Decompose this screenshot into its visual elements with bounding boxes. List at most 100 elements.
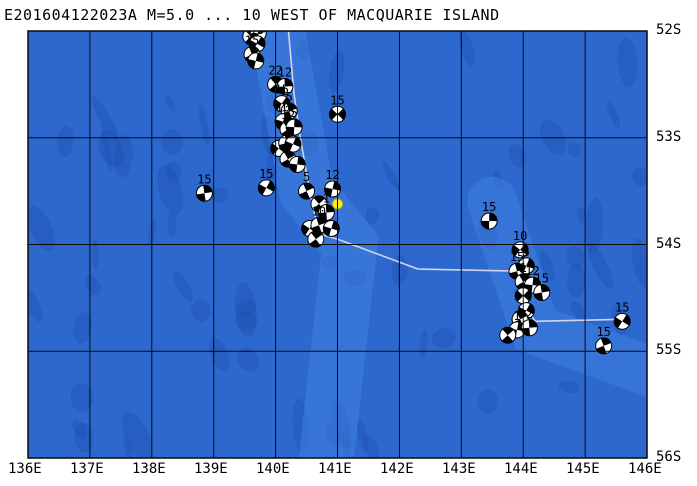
depth-label: 15 xyxy=(197,172,211,186)
seafloor-depression xyxy=(357,419,368,452)
focal-mechanism[interactable]: 12 xyxy=(523,264,542,294)
focal-mechanism[interactable]: 12 xyxy=(276,66,294,96)
seafloor-depression xyxy=(567,263,586,298)
seafloor-depression xyxy=(631,238,647,288)
lat-label: 54S xyxy=(656,236,682,252)
focal-mechanism[interactable]: 15 xyxy=(611,300,633,330)
lon-label: 141E xyxy=(318,461,352,477)
lon-label: 140E xyxy=(256,461,290,477)
focal-mechanism[interactable]: 15 xyxy=(533,272,551,302)
focal-mechanism[interactable]: 5 xyxy=(285,106,303,136)
depth-label: 10 xyxy=(513,229,527,243)
seafloor-depression xyxy=(198,104,210,145)
seafloor-depression xyxy=(28,206,55,252)
focal-mechanism[interactable] xyxy=(321,219,341,237)
seafloor-depression xyxy=(92,238,99,270)
depth-label: 12 xyxy=(278,66,292,80)
focal-mechanism[interactable] xyxy=(288,155,306,173)
seafloor-depression xyxy=(73,312,92,344)
depth-label: 2 xyxy=(526,307,533,321)
seafloor-depression xyxy=(160,129,184,155)
lon-label: 137E xyxy=(70,461,104,477)
focal-mechanism[interactable]: 5 xyxy=(298,170,316,202)
seafloor-depression xyxy=(74,422,93,453)
seafloor-depression xyxy=(419,329,428,358)
depth-label: 15 xyxy=(259,167,273,181)
depth-label: 15 xyxy=(482,200,496,214)
graticule xyxy=(28,31,647,458)
focal-mechanism[interactable]: 1 xyxy=(317,191,335,221)
seafloor-depression xyxy=(235,282,257,338)
seafloor-depression xyxy=(157,165,184,215)
depth-label: 5 xyxy=(286,90,293,104)
focal-mechanism[interactable]: 10 xyxy=(509,229,531,259)
depth-label: 12 xyxy=(525,264,539,278)
depth-label: 15 xyxy=(535,272,549,286)
focal-mechanism[interactable]: 15 xyxy=(255,167,277,197)
map-frame xyxy=(27,30,648,459)
lon-label: 138E xyxy=(132,461,166,477)
depth-label: 15 xyxy=(245,33,259,47)
seafloor-depression xyxy=(70,383,94,412)
seafloor-depression xyxy=(539,250,555,281)
seafloor-depression xyxy=(209,337,230,371)
focal-mechanism[interactable] xyxy=(282,135,303,153)
seafloor-depression xyxy=(363,435,379,458)
seafloor-depression xyxy=(576,207,587,224)
seafloor-depression xyxy=(570,300,585,322)
depth-label: 15 xyxy=(250,23,264,37)
seafloor-depression xyxy=(101,122,112,172)
seafloor-depression xyxy=(211,187,229,203)
depth-label: 10 xyxy=(312,204,326,218)
focal-mechanism[interactable] xyxy=(307,228,325,250)
seafloor-depression xyxy=(458,31,475,67)
seafloor-depression xyxy=(28,287,43,322)
focal-mechanism[interactable]: 5 xyxy=(516,245,537,275)
lon-label: 136E xyxy=(8,461,42,477)
lon-label: 145E xyxy=(566,461,600,477)
seafloor-depression xyxy=(567,142,581,157)
depth-label: 5 xyxy=(291,106,298,120)
seafloor-depression xyxy=(631,167,647,187)
seafloor-depression xyxy=(191,299,211,322)
seafloor-depression xyxy=(607,101,621,130)
seafloor-depression xyxy=(617,37,638,88)
seafloor-depression xyxy=(173,270,193,302)
depth-label: 10 xyxy=(276,101,290,115)
focal-mechanism[interactable] xyxy=(499,324,517,347)
seafloor-depression xyxy=(167,211,177,238)
seafloor-depression xyxy=(365,207,379,225)
seafloor-depression xyxy=(85,275,101,296)
seafloor-depression xyxy=(432,328,456,348)
seafloor-depression xyxy=(587,243,614,289)
seafloor-depression xyxy=(566,245,584,269)
lat-label: 55S xyxy=(656,342,682,358)
seafloor-depression xyxy=(237,347,259,372)
depth-label: 1 xyxy=(513,309,520,323)
seafloor-depression xyxy=(72,419,87,439)
focal-mechanism[interactable]: 12 xyxy=(323,168,342,198)
lon-label: 143E xyxy=(442,461,476,477)
seafloor-depression xyxy=(558,380,580,393)
seafloor-depression xyxy=(329,50,345,92)
depth-label: 15 xyxy=(275,83,289,97)
seafloor-depression xyxy=(57,125,74,158)
focal-mechanism[interactable] xyxy=(246,52,265,70)
depth-label: 5 xyxy=(523,245,530,259)
lat-label: 53S xyxy=(656,129,682,145)
seafloor-depression xyxy=(165,161,182,181)
seafloor-depression xyxy=(234,300,257,317)
focal-mechanism[interactable]: 15 xyxy=(195,172,213,202)
depth-label: 12 xyxy=(325,168,339,182)
lat-label: 52S xyxy=(656,22,682,38)
focal-mechanism[interactable]: 15 xyxy=(480,200,498,230)
seafloor-depression xyxy=(235,311,258,331)
seafloor-depression xyxy=(585,197,604,253)
seafloor-depression xyxy=(121,411,153,458)
focal-mechanism[interactable]: 15 xyxy=(595,325,613,356)
seafloor-depression xyxy=(114,134,133,178)
lat-label: 56S xyxy=(656,449,682,465)
depth-label: 15 xyxy=(615,300,629,314)
seafloor-depression xyxy=(381,161,401,191)
